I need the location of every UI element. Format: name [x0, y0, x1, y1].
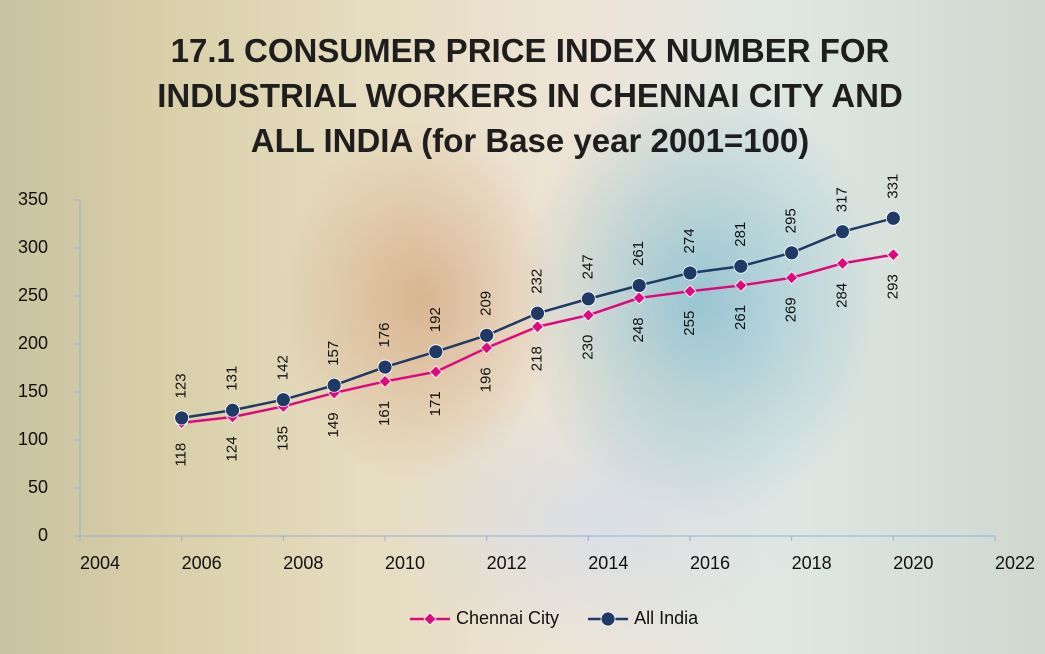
y-tick-label: 350 — [18, 189, 48, 209]
data-point — [530, 320, 545, 334]
data-label: 171 — [427, 391, 444, 416]
data-point — [885, 210, 901, 226]
data-point — [275, 392, 291, 408]
data-label: 293 — [884, 274, 901, 299]
data-point — [479, 327, 495, 343]
data-label: 218 — [528, 346, 545, 371]
data-label: 131 — [223, 366, 240, 391]
data-point — [580, 291, 596, 307]
data-label: 284 — [833, 283, 850, 308]
y-tick-label: 200 — [18, 333, 48, 353]
x-tick-label: 2016 — [690, 553, 730, 573]
y-tick-label: 150 — [18, 381, 48, 401]
data-label: 232 — [528, 269, 545, 294]
data-label: 248 — [630, 317, 647, 342]
data-point — [428, 344, 444, 360]
data-label: 176 — [376, 323, 393, 348]
data-point — [581, 308, 595, 322]
data-point — [683, 284, 697, 298]
data-label: 274 — [681, 228, 698, 253]
data-label: 124 — [223, 436, 240, 461]
legend-marker — [600, 611, 616, 627]
x-tick-label: 2010 — [385, 553, 425, 573]
data-label: 142 — [274, 355, 291, 380]
data-point — [835, 256, 850, 270]
data-point — [733, 258, 749, 274]
data-label: 255 — [681, 311, 698, 336]
data-label: 209 — [478, 291, 495, 316]
data-point — [631, 278, 647, 293]
data-point — [530, 305, 545, 321]
data-label: 269 — [783, 297, 800, 322]
data-label: 281 — [732, 222, 749, 247]
y-tick-label: 100 — [18, 429, 48, 449]
y-tick-label: 0 — [38, 525, 48, 545]
data-label: 157 — [325, 341, 342, 366]
y-tick-label: 50 — [28, 477, 48, 497]
data-point — [784, 245, 800, 261]
x-tick-label: 2018 — [792, 553, 832, 573]
data-point — [785, 271, 799, 285]
data-point — [377, 359, 393, 375]
data-label: 149 — [325, 412, 342, 437]
legend-marker — [423, 612, 437, 626]
data-point — [174, 410, 190, 426]
data-point — [734, 278, 748, 293]
data-label: 261 — [630, 241, 647, 266]
x-tick-label: 2006 — [182, 553, 222, 573]
data-label: 331 — [884, 174, 901, 199]
data-label: 161 — [376, 401, 393, 426]
data-label: 261 — [732, 305, 749, 330]
x-tick-label: 2014 — [588, 553, 628, 573]
data-point — [378, 374, 392, 389]
x-tick-label: 2008 — [283, 553, 323, 573]
x-tick-label: 2020 — [893, 553, 933, 573]
data-point — [682, 265, 698, 281]
legend-label: Chennai City — [456, 608, 559, 628]
x-tick-label: 2022 — [995, 553, 1035, 573]
data-label: 230 — [579, 335, 596, 360]
data-point — [225, 402, 240, 418]
data-point — [429, 365, 443, 379]
data-label: 295 — [783, 208, 800, 233]
data-label: 196 — [478, 367, 495, 392]
data-label: 123 — [173, 373, 190, 398]
data-label: 192 — [427, 307, 444, 332]
data-point — [835, 224, 850, 240]
data-label: 135 — [274, 426, 291, 451]
data-label: 247 — [579, 254, 596, 279]
data-point — [326, 377, 342, 393]
x-tick-label: 2012 — [487, 553, 527, 573]
data-point — [632, 291, 646, 305]
y-tick-label: 300 — [18, 237, 48, 257]
legend-label: All India — [634, 608, 699, 628]
data-label: 118 — [173, 443, 190, 467]
data-point — [886, 248, 900, 262]
data-label: 317 — [833, 187, 850, 212]
y-tick-label: 250 — [18, 285, 48, 305]
data-point — [480, 341, 494, 355]
x-tick-label: 2004 — [80, 553, 120, 573]
chart-title: 17.1 CONSUMER PRICE INDEX NUMBER FOR IND… — [157, 32, 903, 159]
